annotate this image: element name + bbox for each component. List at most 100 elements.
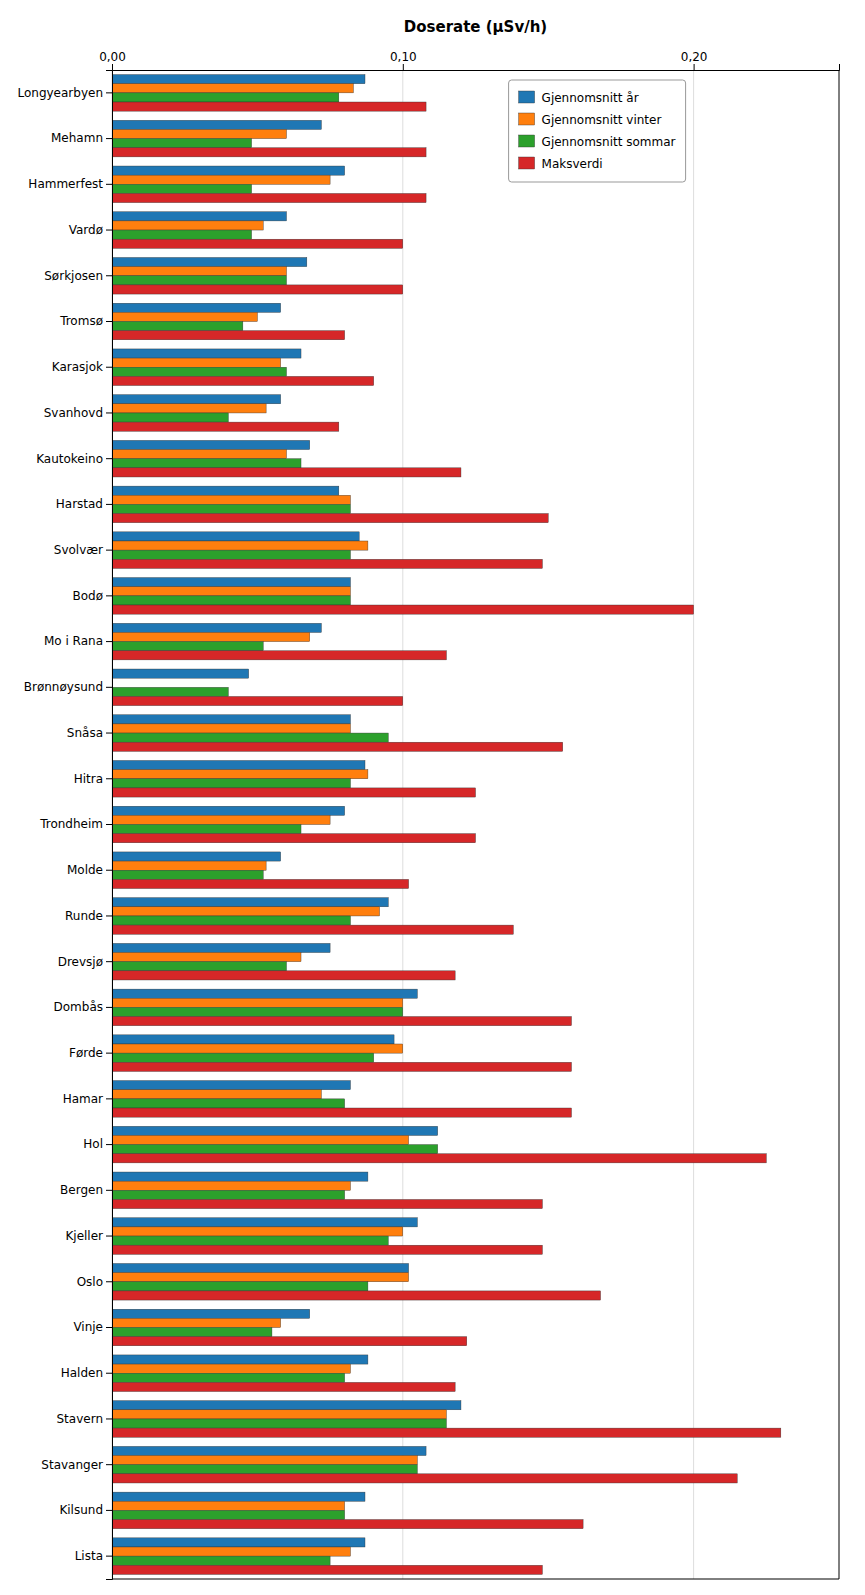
bar: [112, 221, 263, 230]
bar: [112, 367, 286, 376]
bar: [112, 1456, 417, 1465]
y-tick: Bodø: [72, 589, 112, 603]
legend-label: Gjennomsnitt vinter: [542, 113, 662, 127]
bar: [112, 1090, 321, 1099]
tick-label: Kilsund: [59, 1503, 103, 1517]
bar: [112, 1309, 310, 1318]
tick-mark: [106, 184, 112, 185]
bar: [112, 1419, 446, 1428]
legend-label: Gjennomsnitt år: [542, 91, 639, 105]
grid-line: [693, 70, 694, 1579]
tick-mark: [106, 778, 112, 779]
bar: [112, 1373, 345, 1382]
bar: [112, 1355, 368, 1364]
bar: [112, 1044, 403, 1053]
bar: [112, 760, 365, 769]
bar-series: [112, 84, 446, 1556]
bar: [112, 916, 350, 925]
bar: [112, 1401, 461, 1410]
y-tick: Molde: [67, 863, 112, 877]
bar: [112, 120, 321, 129]
legend-item: Gjennomsnitt sommar: [519, 135, 676, 149]
tick-label: Hamar: [63, 1092, 103, 1106]
chart: 0,000,100,20LongyearbyenMehamnHammerfest…: [0, 0, 865, 1595]
bar: [112, 587, 350, 596]
bar: [112, 1492, 365, 1501]
tick-label: Tromsø: [59, 314, 103, 328]
bar: [112, 267, 286, 276]
bar: [112, 486, 339, 495]
bar: [112, 184, 252, 193]
bar: [112, 925, 513, 934]
y-tick: Sørkjosen: [44, 269, 112, 283]
y-tick: Oslo: [77, 1275, 112, 1289]
y-tick: Kilsund: [59, 1503, 112, 1517]
bar: [112, 303, 281, 312]
y-tick: Tromsø: [59, 314, 112, 328]
tick-label: Oslo: [77, 1275, 103, 1289]
bar: [112, 1172, 368, 1181]
y-tick: Hammerfest: [28, 177, 112, 191]
bar: [112, 422, 339, 431]
tick-label: Vinje: [73, 1320, 103, 1334]
bar: [112, 632, 310, 641]
y-tick: Vardø: [69, 223, 112, 237]
y-tick: Hamar: [63, 1092, 112, 1106]
y-tick: Brønnøysund: [24, 680, 112, 694]
tick-mark: [106, 1418, 112, 1419]
y-tick: Karasjok: [52, 360, 112, 374]
bar: [112, 193, 426, 202]
legend-swatch: [519, 157, 535, 169]
y-tick: Førde: [69, 1046, 112, 1060]
tick-mark: [106, 824, 112, 825]
bar: [112, 93, 339, 102]
tick-mark: [106, 1007, 112, 1008]
tick-label: 0,20: [681, 50, 708, 64]
legend-label: Gjennomsnitt sommar: [542, 135, 676, 149]
bar: [112, 257, 307, 266]
x-tick: 0,10: [390, 50, 417, 70]
bar: [112, 440, 310, 449]
tick-label: Harstad: [56, 497, 103, 511]
tick-label: Halden: [61, 1366, 103, 1380]
bar: [112, 102, 426, 111]
tick-label: Dombås: [54, 1000, 104, 1014]
tick-mark: [106, 504, 112, 505]
bar: [112, 1273, 409, 1282]
tick-label: Mo i Rana: [44, 634, 103, 648]
tick-label: Vardø: [69, 223, 103, 237]
bar: [112, 550, 350, 559]
tick-label: Hammerfest: [28, 177, 103, 191]
bar: [112, 1053, 374, 1062]
legend-box: [509, 80, 686, 182]
axis-title: Doserate (μSv/h): [404, 18, 547, 36]
bar: [112, 788, 476, 797]
y-tick: Hitra: [74, 772, 112, 786]
tick-mark: [106, 1464, 112, 1465]
bar: [112, 596, 350, 605]
tick-mark: [106, 321, 112, 322]
tick-mark: [106, 915, 112, 916]
tick-mark: [106, 870, 112, 871]
bar: [112, 834, 476, 843]
bar: [112, 1318, 281, 1327]
bars: [112, 75, 781, 1575]
grid: [112, 70, 694, 1579]
y-tick: Svanhovd: [44, 406, 112, 420]
bar: [112, 395, 281, 404]
tick-label: Førde: [69, 1046, 103, 1060]
bar: [112, 1245, 542, 1254]
bar: [112, 852, 281, 861]
tick-label: Sørkjosen: [44, 269, 103, 283]
tick-label: Kautokeino: [36, 452, 103, 466]
tick-mark: [106, 595, 112, 596]
tick-label: Karasjok: [52, 360, 103, 374]
y-tick: Mehamn: [51, 131, 112, 145]
bar: [112, 1007, 403, 1016]
bar: [112, 1135, 409, 1144]
tick-mark: [694, 64, 695, 70]
bar: [112, 285, 403, 294]
bar: [112, 989, 417, 998]
bar: [112, 1428, 781, 1437]
bar: [112, 166, 345, 175]
